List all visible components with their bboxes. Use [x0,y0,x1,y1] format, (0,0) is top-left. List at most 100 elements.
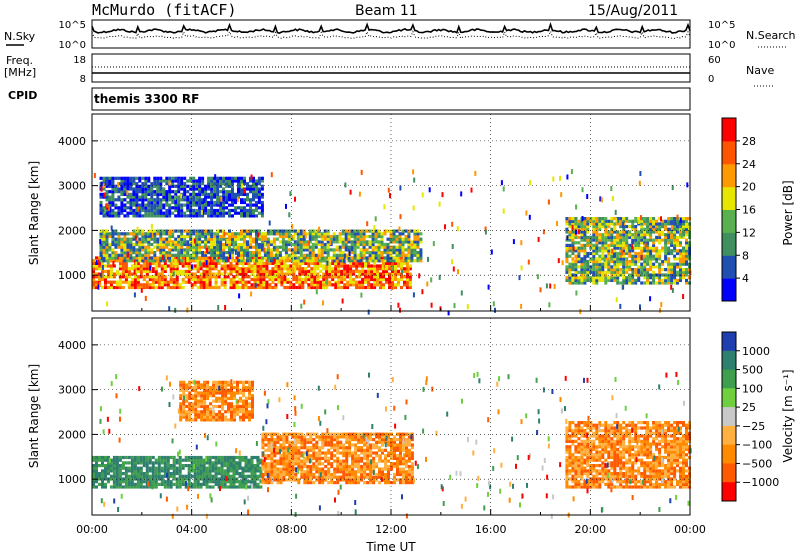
data-pixel [318,248,321,251]
data-pixel [264,478,267,481]
data-pixel [153,230,156,233]
data-pixel [279,251,282,254]
data-pixel [237,212,240,215]
data-pixel [114,230,117,233]
data-pixel [132,209,135,212]
data-pixel [306,465,309,468]
scatter-pixel [586,194,588,199]
data-pixel [318,435,321,438]
data-pixel [207,230,210,233]
data-pixel [658,249,661,252]
data-pixel [231,232,234,235]
data-pixel [248,281,251,284]
data-pixel [221,273,224,276]
data-pixel [95,281,98,284]
data-pixel [402,238,405,241]
data-pixel [312,230,315,233]
data-pixel [387,230,390,233]
scatter-pixel [194,239,196,244]
data-pixel [303,254,306,257]
data-pixel [110,485,113,488]
data-pixel [239,456,242,459]
scatter-pixel [398,227,400,232]
data-pixel [141,254,144,257]
data-pixel [174,259,177,262]
data-pixel [222,187,225,190]
data-pixel [158,483,161,486]
data-pixel [147,177,150,180]
data-pixel [98,456,101,459]
scatter-pixel [173,272,175,277]
data-pixel [213,232,216,235]
scatter-pixel [422,192,424,197]
data-pixel [185,456,188,459]
data-pixel [301,267,304,270]
scatter-pixel [451,259,453,264]
data-pixel [252,209,255,212]
data-pixel [664,233,667,236]
data-pixel [156,230,159,233]
data-pixel [216,177,219,180]
data-pixel [104,275,107,278]
scatter-pixel [582,216,584,221]
data-pixel [209,456,212,459]
scatter-pixel [628,245,630,250]
data-pixel [183,235,186,238]
data-pixel [384,230,387,233]
data-pixel [339,232,342,235]
data-pixel [655,220,658,223]
colorbar-segment [722,164,736,187]
data-pixel [239,472,242,475]
scatter-pixel [501,180,503,185]
data-pixel [276,468,279,471]
data-pixel [186,179,189,182]
data-pixel [315,254,318,257]
data-pixel [129,232,132,235]
data-pixel [114,185,117,188]
data-pixel [273,433,276,436]
power-y-axis-label: Slant Range [km] [27,161,41,265]
data-pixel [125,461,128,464]
data-pixel [403,281,406,284]
data-pixel [191,475,194,478]
data-pixel [366,235,369,238]
scatter-pixel [170,242,172,247]
scatter-pixel [540,287,542,292]
data-pixel [143,283,146,286]
data-pixel [95,485,98,488]
data-pixel [122,472,125,475]
scatter-pixel [166,211,168,216]
data-pixel [111,209,114,212]
data-pixel [255,201,258,204]
data-pixel [159,230,162,233]
data-pixel [655,281,658,284]
data-pixel [348,230,351,233]
power-data [92,169,691,315]
data-pixel [607,230,610,233]
data-pixel [258,177,261,180]
scatter-pixel [556,221,558,226]
data-pixel [309,446,312,449]
data-pixel [261,193,264,196]
station-title: McMurdo (fitACF) [92,1,237,19]
data-pixel [324,256,327,259]
scatter-pixel [206,260,208,265]
data-pixel [231,177,234,180]
data-pixel [396,235,399,238]
data-pixel [649,281,652,284]
data-pixel [104,456,107,459]
data-pixel [162,204,165,207]
data-pixel [128,456,131,459]
data-pixel [137,467,140,470]
data-pixel [286,286,289,289]
scatter-pixel [218,199,220,204]
data-pixel [385,278,388,281]
data-pixel [194,456,197,459]
scatter-pixel [601,197,603,202]
data-pixel [294,230,297,233]
data-pixel [676,236,679,239]
data-pixel [625,257,628,260]
data-pixel [634,225,637,228]
scatter-pixel [401,270,403,275]
scatter-pixel [174,308,176,313]
